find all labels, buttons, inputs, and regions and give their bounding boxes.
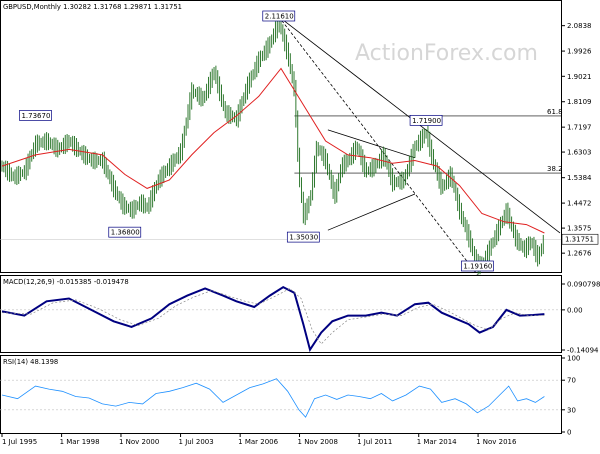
macd-y-tick-label: -0.14094 — [567, 347, 599, 355]
price-annotation-box — [19, 110, 52, 121]
moving-average-line — [1, 67, 545, 234]
price-title: GBPUSD,Monthly 1.30282 1.31768 1.29871 1… — [3, 3, 182, 11]
price-panel-frame — [0, 0, 562, 273]
rsi-y-tick-label: 100 — [567, 355, 580, 363]
rsi-line — [1, 378, 545, 418]
price-annotation-box — [262, 10, 296, 22]
macd-panel-frame — [0, 275, 562, 353]
price-annotation-label: 1.36800 — [111, 229, 140, 237]
macd-line — [1, 285, 545, 353]
x-tick-label: 1 Mar 2006 — [238, 438, 278, 446]
macd-y-tick-label: 0.090798 — [567, 281, 600, 289]
rsi-y-tick-label: 70 — [567, 377, 576, 385]
x-tick-label: 1 Mar 1998 — [60, 438, 100, 446]
trendline — [327, 129, 416, 159]
price-y-tick-label: 1.8109 — [567, 98, 592, 106]
watermark: ActionForex.com — [355, 41, 538, 66]
price-annotation-label: 1.71900 — [412, 117, 441, 125]
price-y-tick-label: 2.0838 — [567, 22, 592, 30]
price-annotation-box — [461, 260, 494, 272]
x-tick-label: 1 Jul 2011 — [357, 438, 392, 446]
rsi-y-tick-label: 30 — [567, 406, 576, 414]
fib-level-label: 38.2 — [547, 165, 563, 173]
macd-signal-line — [1, 288, 545, 345]
price-y-tick-label: 1.3575 — [567, 225, 592, 233]
fib-level-label: 61.8 — [547, 108, 563, 116]
last-price-label: 1.31751 — [565, 236, 594, 244]
x-tick-label: 1 Jul 1995 — [2, 438, 37, 446]
price-annotation-label: 1.35030 — [289, 234, 318, 242]
x-tick-label: 1 Nov 2016 — [476, 438, 517, 446]
price-annotation-box — [108, 226, 142, 238]
price-y-tick-label: 1.6303 — [567, 149, 592, 157]
price-annotation-label: 2.11610 — [265, 13, 294, 21]
x-tick-label: 1 Nov 2008 — [298, 438, 338, 446]
macd-title: MACD(12,26,9) -0.015385 -0.019478 — [3, 278, 129, 286]
rsi-panel-frame — [0, 355, 562, 434]
macd-y-tick-label: 0.00 — [567, 306, 583, 314]
x-tick-label: 1 Mar 2014 — [417, 438, 457, 446]
x-tick-label: 1 Nov 2000 — [119, 438, 159, 446]
rsi-title: RSI(14) 48.1398 — [3, 358, 58, 366]
price-annotation-label: 1.19160 — [463, 263, 492, 271]
last-price-box — [561, 233, 599, 245]
price-y-tick-label: 1.9926 — [567, 48, 592, 56]
rsi-y-tick-label: 0 — [567, 429, 571, 437]
price-y-tick-label: 1.2676 — [567, 250, 592, 258]
trendline — [327, 193, 416, 231]
price-annotation-box — [286, 231, 320, 243]
x-tick-label: 1 Jul 2003 — [179, 438, 214, 446]
price-y-tick-label: 1.7197 — [567, 124, 592, 132]
price-annotation-box — [409, 114, 443, 126]
price-annotation-label: 1.73670 — [21, 112, 50, 120]
price-y-tick-label: 1.4472 — [567, 200, 592, 208]
price-y-tick-label: 1.9021 — [567, 73, 592, 81]
price-y-tick-label: 1.5384 — [567, 174, 592, 182]
